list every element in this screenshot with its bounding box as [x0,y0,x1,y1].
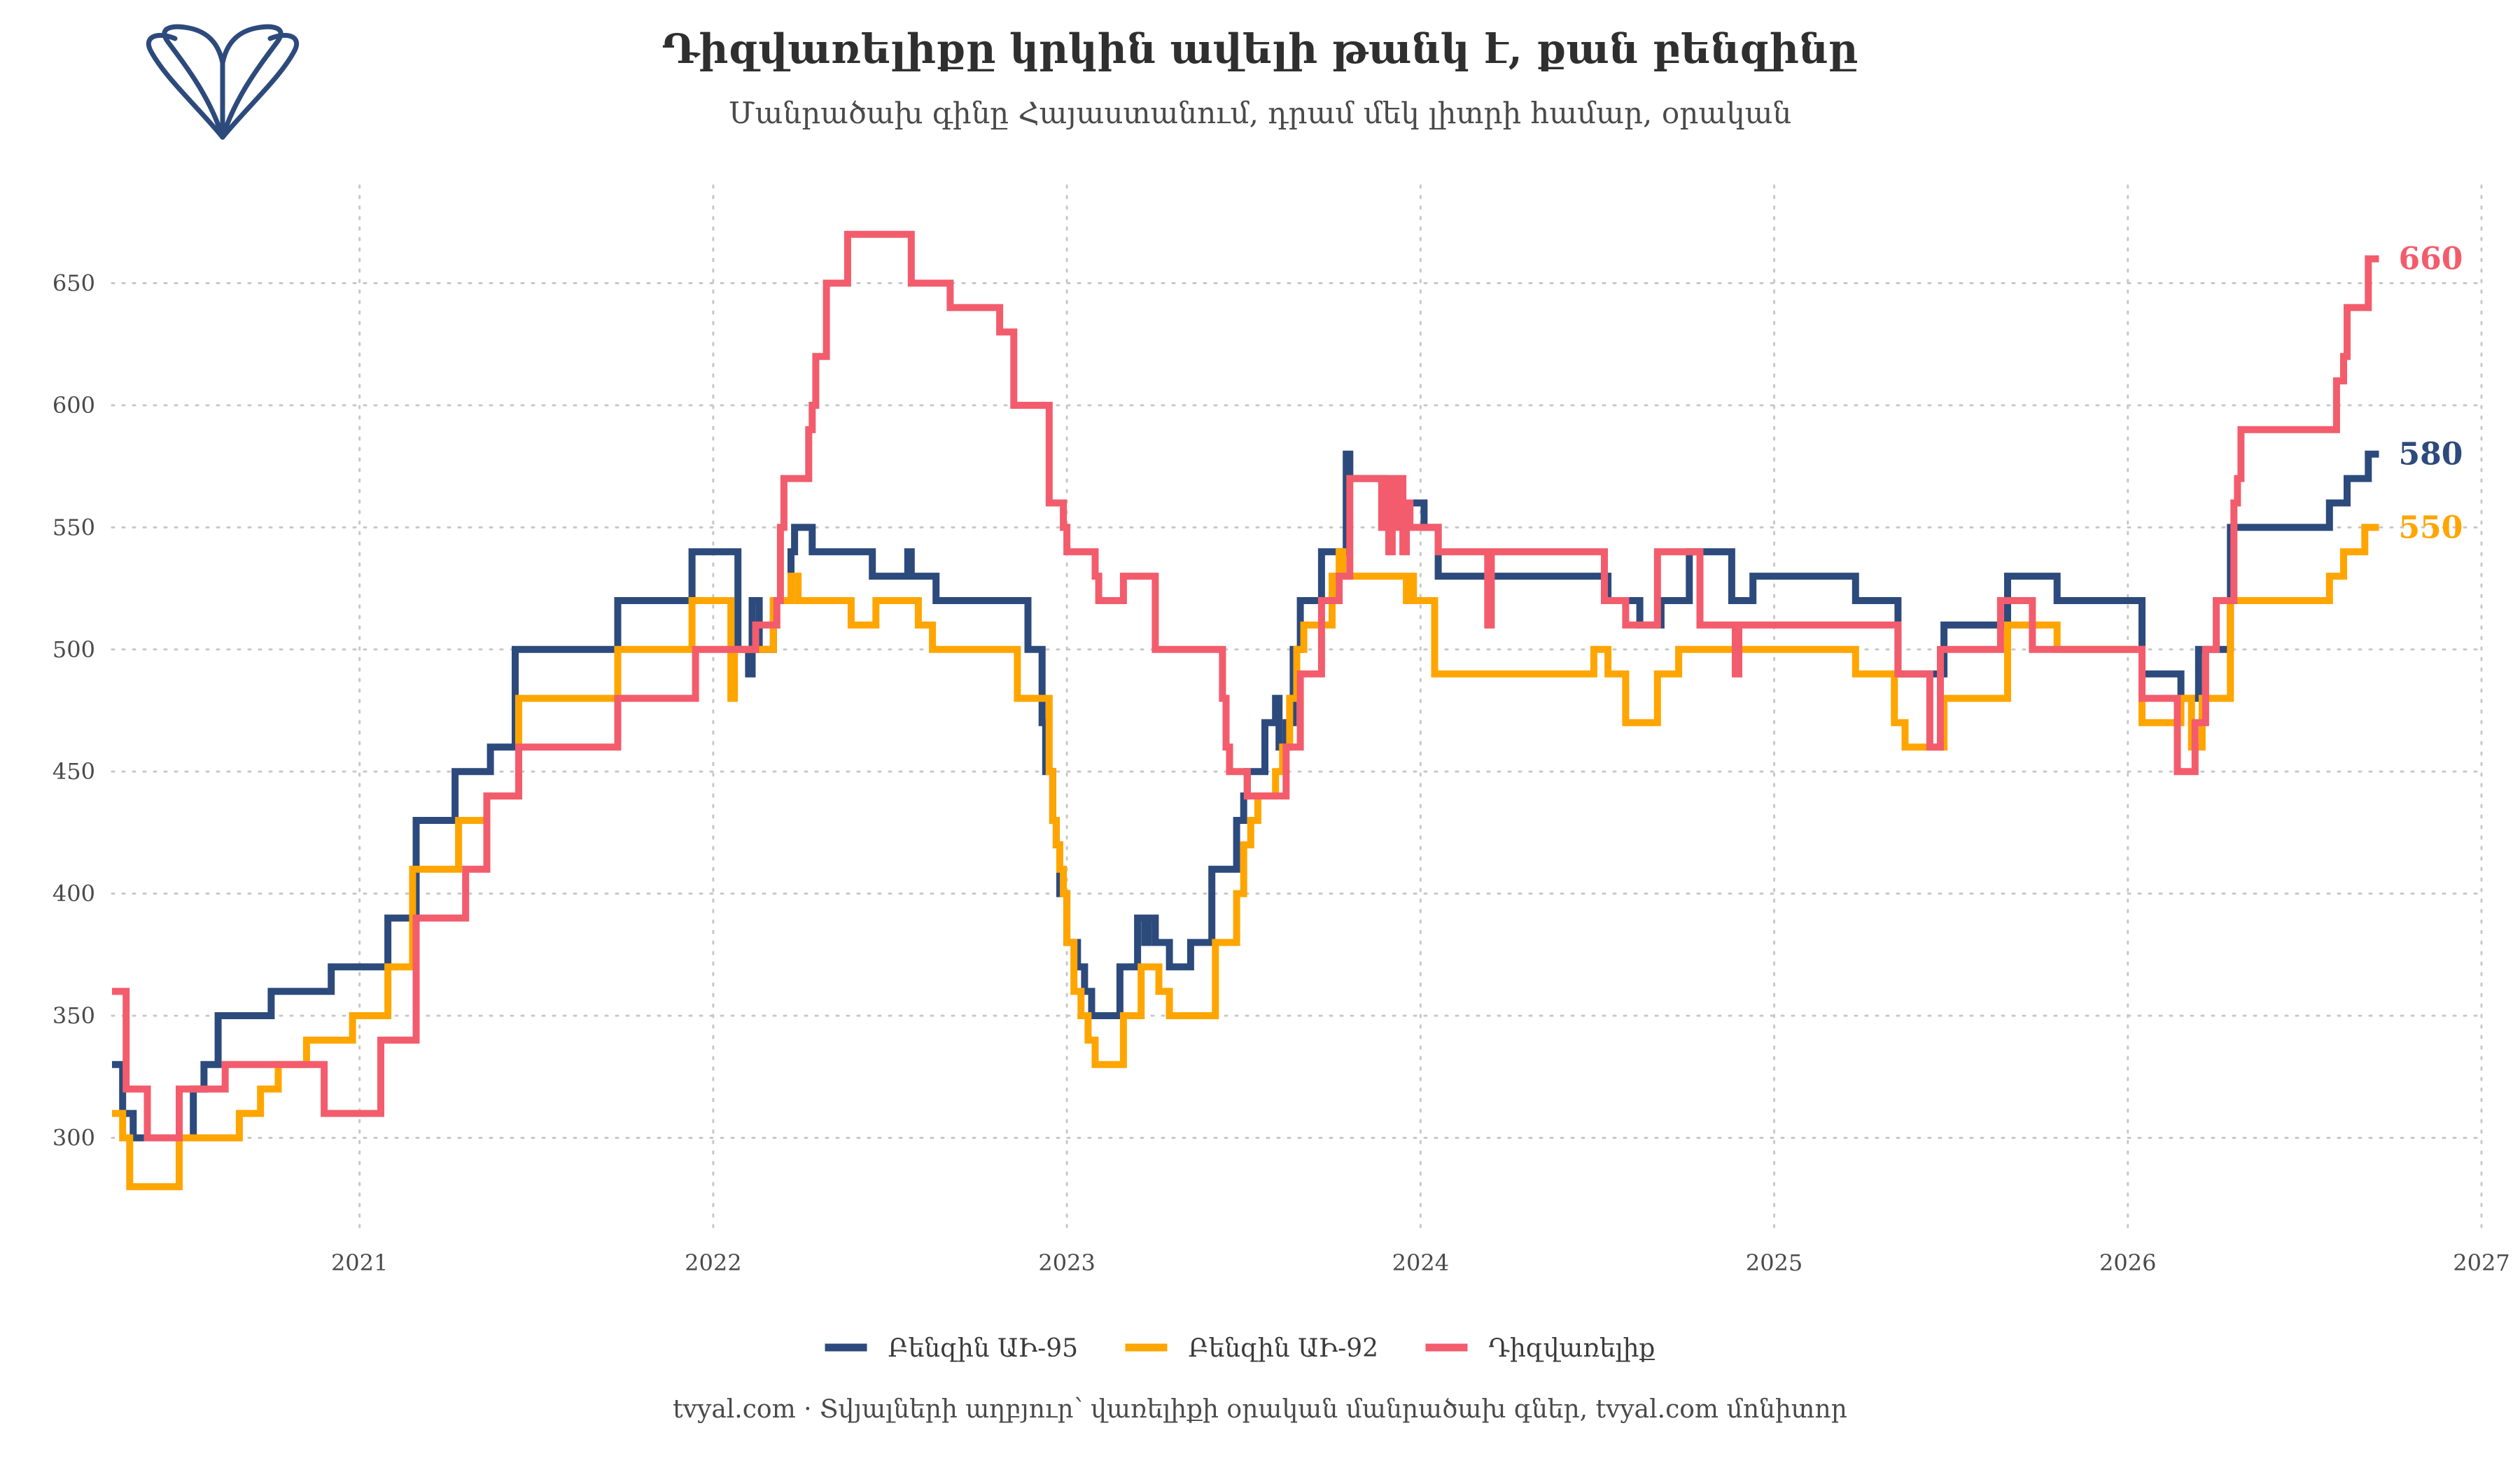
chart-subtitle: Մանրածախ գինը Հայաստանում, դրամ մեկ լիտր… [729,96,1791,130]
tvyal-logo-icon [146,24,299,140]
end-labels: 580 550 660 [2398,241,2463,546]
legend-label-2: Բենզին ԱԻ-92 [1189,1334,1379,1363]
chart-title: Դիզվառելիքը կրկին ավելի թանկ է, քան բենզ… [662,25,1858,73]
y-tick-label: 600 [52,392,95,419]
x-tick-label: 2027 [2453,1250,2510,1276]
legend: Բենզին ԱԻ-95 Բենզին ԱԻ-92 Դիզվառելիք [825,1334,1656,1363]
legend-label-1: Բենզին ԱԻ-95 [888,1334,1079,1363]
y-tick-label: 450 [52,758,95,785]
legend-label-3: Դիզվառելիք [1489,1334,1656,1363]
series-line-2 [112,524,2379,1191]
y-tick-label: 500 [52,636,95,663]
x-tick-label: 2024 [1392,1250,1449,1276]
y-tick-label: 350 [52,1002,95,1029]
x-tick-label: 2026 [2099,1250,2156,1276]
x-tick-label: 2021 [331,1250,388,1276]
end-label-2: 550 [2398,510,2463,545]
y-tick-label: 650 [52,270,95,297]
grid [111,184,2483,1237]
series-lines [112,230,2379,1191]
x-tick-label: 2022 [685,1250,741,1276]
footer-caption: tvyal.com · Տվյալների աղբյուր՝ վառելիքի … [673,1395,1847,1424]
y-tick-label: 550 [52,514,95,540]
end-label-1: 580 [2398,437,2463,472]
series-line-1 [112,450,2379,1142]
end-label-3: 660 [2398,241,2463,277]
x-tick-label: 2025 [1746,1250,1802,1276]
x-tick-label: 2023 [1038,1250,1095,1276]
axes: 300 350 400 450 500 550 600 650 2021 2022 2023 2024… [52,270,2510,1276]
series-line-3 [112,230,2379,1142]
y-tick-label: 300 [52,1124,95,1151]
y-tick-label: 400 [52,881,95,907]
